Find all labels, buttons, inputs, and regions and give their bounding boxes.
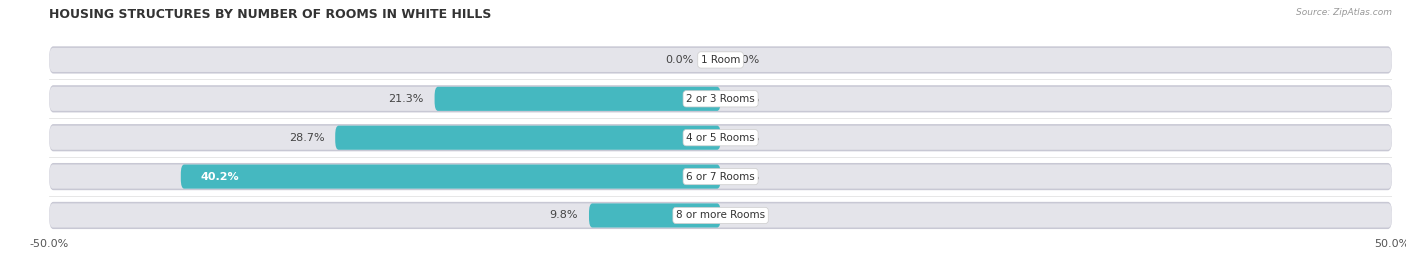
FancyBboxPatch shape [434, 87, 721, 111]
FancyBboxPatch shape [49, 48, 1392, 72]
Text: 0.0%: 0.0% [665, 55, 693, 65]
Text: 6 or 7 Rooms: 6 or 7 Rooms [686, 171, 755, 182]
FancyBboxPatch shape [589, 203, 721, 228]
Text: 0.0%: 0.0% [731, 171, 759, 182]
Text: 0.0%: 0.0% [731, 55, 759, 65]
Text: 40.2%: 40.2% [201, 171, 239, 182]
FancyBboxPatch shape [49, 85, 1392, 112]
Text: HOUSING STRUCTURES BY NUMBER OF ROOMS IN WHITE HILLS: HOUSING STRUCTURES BY NUMBER OF ROOMS IN… [49, 8, 492, 21]
Text: 0.0%: 0.0% [731, 210, 759, 221]
Text: Source: ZipAtlas.com: Source: ZipAtlas.com [1296, 8, 1392, 17]
FancyBboxPatch shape [49, 46, 1392, 73]
Text: 28.7%: 28.7% [288, 133, 325, 143]
Text: 9.8%: 9.8% [550, 210, 578, 221]
Text: 4 or 5 Rooms: 4 or 5 Rooms [686, 133, 755, 143]
FancyBboxPatch shape [335, 126, 721, 150]
Text: 8 or more Rooms: 8 or more Rooms [676, 210, 765, 221]
FancyBboxPatch shape [49, 164, 1392, 189]
FancyBboxPatch shape [49, 124, 1392, 151]
FancyBboxPatch shape [49, 126, 1392, 150]
Text: 2 or 3 Rooms: 2 or 3 Rooms [686, 94, 755, 104]
FancyBboxPatch shape [181, 164, 721, 189]
FancyBboxPatch shape [49, 202, 1392, 229]
Text: 1 Room: 1 Room [700, 55, 741, 65]
Text: 0.0%: 0.0% [731, 133, 759, 143]
FancyBboxPatch shape [49, 87, 1392, 111]
Text: 21.3%: 21.3% [388, 94, 423, 104]
FancyBboxPatch shape [49, 203, 1392, 228]
Text: 0.0%: 0.0% [731, 94, 759, 104]
FancyBboxPatch shape [49, 163, 1392, 190]
